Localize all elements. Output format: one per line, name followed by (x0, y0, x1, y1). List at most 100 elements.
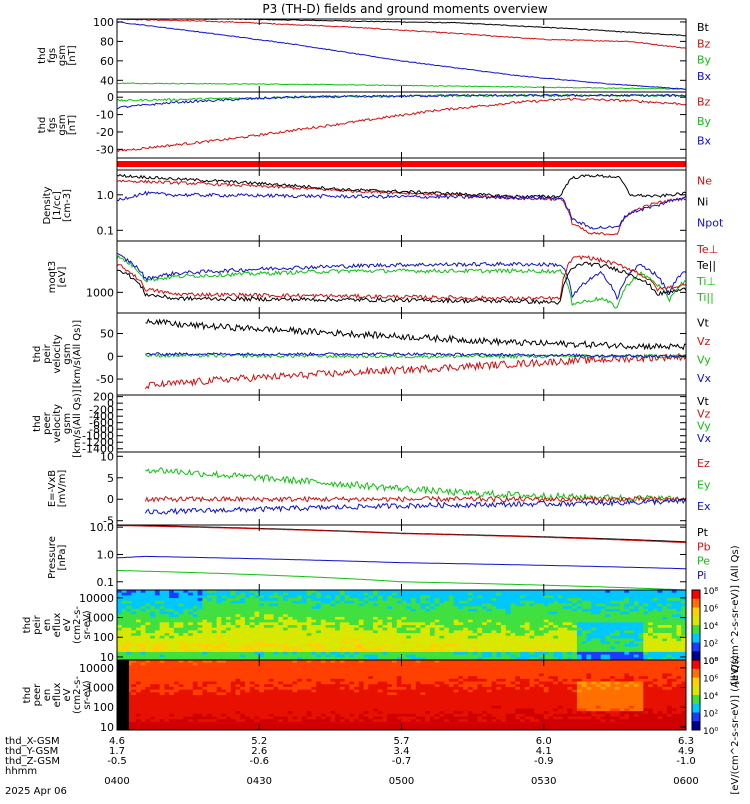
spectrogram-cell (544, 655, 549, 658)
spectrogram-cell (292, 679, 297, 682)
spectrogram-cell (193, 679, 198, 682)
spectrogram-cell (126, 641, 131, 644)
spectrogram-cell (373, 617, 378, 620)
spectrogram-cell (150, 665, 155, 668)
spectrogram-cell (160, 606, 165, 609)
spectrogram-cell (264, 622, 269, 625)
spectrogram-cell (506, 603, 511, 606)
spectrogram-cell (221, 698, 226, 701)
spectrogram-cell (572, 625, 577, 628)
spectrogram-cell (297, 614, 302, 617)
spectrogram-cell (278, 663, 283, 666)
spectrogram-cell (601, 630, 606, 633)
spectrogram-cell (179, 673, 184, 676)
spectrogram-cell (174, 649, 179, 652)
spectrogram-cell (193, 636, 198, 639)
spectrogram-cell (297, 603, 302, 606)
spectrogram-cell (131, 595, 136, 598)
spectrogram-cell (193, 620, 198, 623)
spectrogram-cell (141, 649, 146, 652)
spectrogram-cell (179, 638, 184, 641)
spectrogram-cell (150, 679, 155, 682)
spectrogram-cell (596, 601, 601, 604)
spectrogram-cell (278, 601, 283, 604)
spectrogram-cell (269, 625, 274, 628)
spectrogram-cell (402, 601, 407, 604)
spectrogram-cell (629, 625, 634, 628)
spectrogram-cell (311, 649, 316, 652)
spectrogram-cell (563, 649, 568, 652)
spectrogram-cell (198, 711, 203, 714)
spectrogram-cell (416, 649, 421, 652)
spectrogram-cell (193, 711, 198, 714)
spectrogram-cell (221, 601, 226, 604)
spectrogram-cell (326, 628, 331, 631)
spectrogram-cell (326, 614, 331, 617)
spectrogram-cell (236, 652, 241, 655)
spectrogram-cell (397, 612, 402, 615)
spectrogram-cell (131, 620, 136, 623)
spectrogram-cell (345, 668, 350, 671)
spectrogram-cell (648, 617, 653, 620)
spectrogram-cell (122, 649, 127, 652)
spectrogram-cell (387, 725, 392, 728)
spectrogram-cell (420, 652, 425, 655)
spectrogram-cell (141, 703, 146, 706)
spectrogram-cell (340, 636, 345, 639)
spectrogram-cell (506, 614, 511, 617)
spectrogram-cell (477, 647, 482, 650)
spectrogram-cell (117, 641, 122, 644)
spectrogram-cell (615, 647, 620, 650)
spectrogram-cell (634, 609, 639, 612)
spectrogram-cell (534, 628, 539, 631)
spectrogram-cell (615, 606, 620, 609)
spectrogram-cell (240, 692, 245, 695)
spectrogram-cell (188, 708, 193, 711)
spectrogram-cell (292, 647, 297, 650)
spectrogram-cell (567, 622, 572, 625)
spectrogram-cell (164, 684, 169, 687)
spectrogram-cell (634, 598, 639, 601)
spectrogram-cell (169, 655, 174, 658)
spectrogram-cell (359, 652, 364, 655)
spectrogram-cell (245, 595, 250, 598)
spectrogram-cell (501, 606, 506, 609)
spectrogram-cell (269, 652, 274, 655)
spectrogram-cell (506, 609, 511, 612)
spectrogram-cell (307, 617, 312, 620)
spectrogram-cell (250, 719, 255, 722)
spectrogram-cell (439, 647, 444, 650)
spectrogram-cell (548, 609, 553, 612)
spectrogram-cell (359, 647, 364, 650)
spectrogram-cell (136, 625, 141, 628)
spectrogram-cell (473, 622, 478, 625)
spectrogram-cell (515, 647, 520, 650)
spectrogram-cell (525, 638, 530, 641)
spectrogram-cell (174, 714, 179, 717)
spectrogram-cell (449, 652, 454, 655)
spectrogram-cell (145, 684, 150, 687)
spectrogram-cell (359, 663, 364, 666)
spectrogram-cell (160, 614, 165, 617)
spectrogram-cell (463, 628, 468, 631)
spectrogram-cell (217, 606, 222, 609)
spectrogram-cell (155, 698, 160, 701)
spectrogram-cell (174, 603, 179, 606)
spectrogram-cell (330, 609, 335, 612)
spectrogram-cell (392, 717, 397, 720)
spectrogram-cell (236, 647, 241, 650)
spectrogram-cell (383, 614, 388, 617)
spectrogram-cell (548, 644, 553, 647)
spectrogram-cell (548, 595, 553, 598)
spectrogram-cell (454, 644, 459, 647)
spectrogram-cell (586, 609, 591, 612)
spectrogram-cell (283, 612, 288, 615)
spectrogram-cell (667, 598, 672, 601)
spectrogram-cell (307, 625, 312, 628)
spectrogram-cell (340, 625, 345, 628)
spectrogram-cell (292, 714, 297, 717)
spectrogram-cell (179, 633, 184, 636)
spectrogram-cell (297, 606, 302, 609)
spectrogram-cell (658, 630, 663, 633)
